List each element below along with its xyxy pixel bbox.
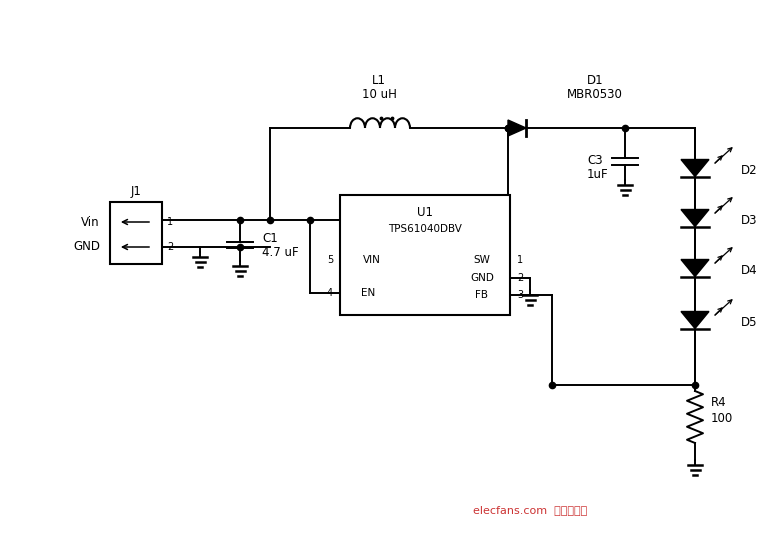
Text: 100: 100 [711,413,733,425]
Text: D5: D5 [741,316,758,328]
Text: U1: U1 [417,207,433,220]
Text: MBR0530: MBR0530 [567,88,623,100]
Text: VIN: VIN [363,255,381,265]
Text: GND: GND [73,241,100,254]
Polygon shape [681,159,709,176]
Text: TPS61040DBV: TPS61040DBV [388,224,462,234]
Text: 1uF: 1uF [587,168,609,181]
Text: EN: EN [361,288,375,298]
Text: 4.7 uF: 4.7 uF [262,247,299,260]
Text: SW: SW [473,255,490,265]
Text: 1: 1 [517,255,523,265]
Text: 5: 5 [327,255,333,265]
Text: D2: D2 [741,163,758,176]
Text: C1: C1 [262,232,278,246]
Text: 3: 3 [517,290,523,300]
Text: L1: L1 [372,73,386,87]
Text: 10 uH: 10 uH [362,88,397,100]
Text: 2: 2 [167,242,173,252]
Polygon shape [681,209,709,226]
Text: D1: D1 [587,73,604,87]
Text: R4: R4 [711,397,727,409]
Text: J1: J1 [130,185,142,197]
Text: D4: D4 [741,264,758,277]
Polygon shape [508,120,526,136]
Text: 4: 4 [327,288,333,298]
Text: 1: 1 [167,217,173,227]
Text: 2: 2 [517,273,523,283]
Text: GND: GND [470,273,494,283]
Polygon shape [681,260,709,277]
Text: Vin: Vin [81,215,100,229]
Bar [340,195,510,315]
Bar [110,202,162,264]
Text: D3: D3 [741,214,758,226]
Polygon shape [681,311,709,328]
Text: C3: C3 [587,155,603,168]
Text: elecfans.com  电子发烧友: elecfans.com 电子发烧友 [473,505,587,515]
Text: FB: FB [476,290,489,300]
